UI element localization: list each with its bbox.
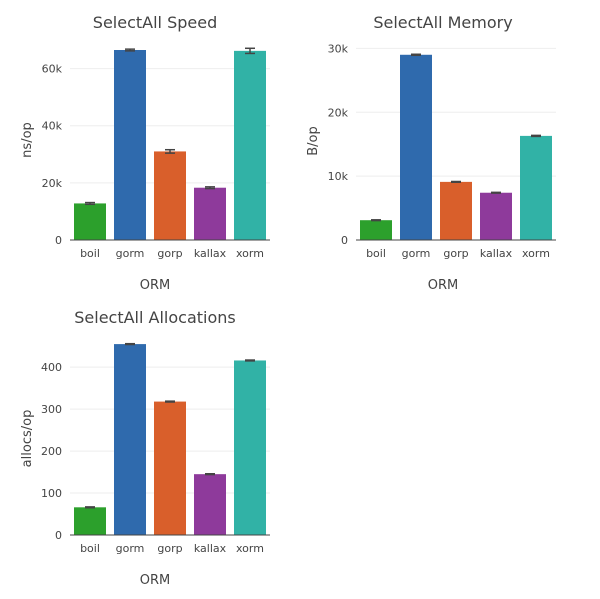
x-tick-label: gorp <box>443 247 468 260</box>
x-tick-label: gorp <box>157 542 182 555</box>
y-axis-title: ns/op <box>20 122 35 158</box>
x-tick-label: gorm <box>402 247 431 260</box>
y-tick-label: 200 <box>41 445 62 458</box>
x-tick-label: xorm <box>236 542 264 555</box>
chart-title: SelectAll Speed <box>93 13 217 32</box>
y-tick-label: 300 <box>41 403 62 416</box>
y-tick-label: 0 <box>341 234 348 247</box>
y-tick-label: 0 <box>55 234 62 247</box>
y-tick-label: 0 <box>55 529 62 542</box>
chart-0: SelectAll Speed 0 20k 40k 60k boil gorm gorp kal… <box>20 13 270 293</box>
x-tick-label: boil <box>366 247 386 260</box>
x-tick-label: gorm <box>116 247 145 260</box>
x-tick-label: gorp <box>157 247 182 260</box>
y-tick-label: 400 <box>41 361 62 374</box>
y-tick-label: 100 <box>41 487 62 500</box>
x-tick-label: kallax <box>194 542 227 555</box>
y-tick-label: 30k <box>328 42 349 55</box>
chart-1: SelectAll Memory 0 10k 20k 30k boil gorm gorp ka… <box>306 13 556 293</box>
bar-boil <box>360 220 392 240</box>
y-tick-label: 60k <box>42 63 63 76</box>
bar-boil <box>74 507 106 535</box>
x-tick-label: boil <box>80 542 100 555</box>
bar-xorm <box>234 50 266 240</box>
x-tick-label: boil <box>80 247 100 260</box>
bar-xorm <box>520 135 552 240</box>
bar-gorp <box>440 181 472 240</box>
y-axis-title: B/op <box>306 126 321 156</box>
x-axis-title: ORM <box>140 573 170 588</box>
bar-kallax <box>194 474 226 535</box>
bar-xorm <box>234 360 266 535</box>
x-tick-label: kallax <box>194 247 227 260</box>
bar-gorp <box>154 151 186 240</box>
chart-title: SelectAll Memory <box>373 13 512 32</box>
y-tick-label: 20k <box>42 177 63 190</box>
bar-boil <box>74 203 106 240</box>
y-tick-label: 20k <box>328 106 349 119</box>
bar-gorp <box>154 401 186 535</box>
bar-kallax <box>480 192 512 240</box>
y-axis-title: allocs/op <box>20 410 35 468</box>
x-tick-label: gorm <box>116 542 145 555</box>
x-tick-label: xorm <box>522 247 550 260</box>
chart-title: SelectAll Allocations <box>74 308 236 327</box>
chart-2: SelectAll Allocations 0 100 200 300 400 boil go… <box>20 308 270 588</box>
bar-gorm <box>114 344 146 535</box>
y-tick-label: 40k <box>42 120 63 133</box>
x-tick-label: kallax <box>480 247 513 260</box>
x-tick-label: xorm <box>236 247 264 260</box>
bar-gorm <box>400 54 432 240</box>
x-axis-title: ORM <box>140 278 170 293</box>
bar-gorm <box>114 50 146 240</box>
x-axis-title: ORM <box>428 278 458 293</box>
y-tick-label: 10k <box>328 170 349 183</box>
bar-kallax <box>194 187 226 240</box>
